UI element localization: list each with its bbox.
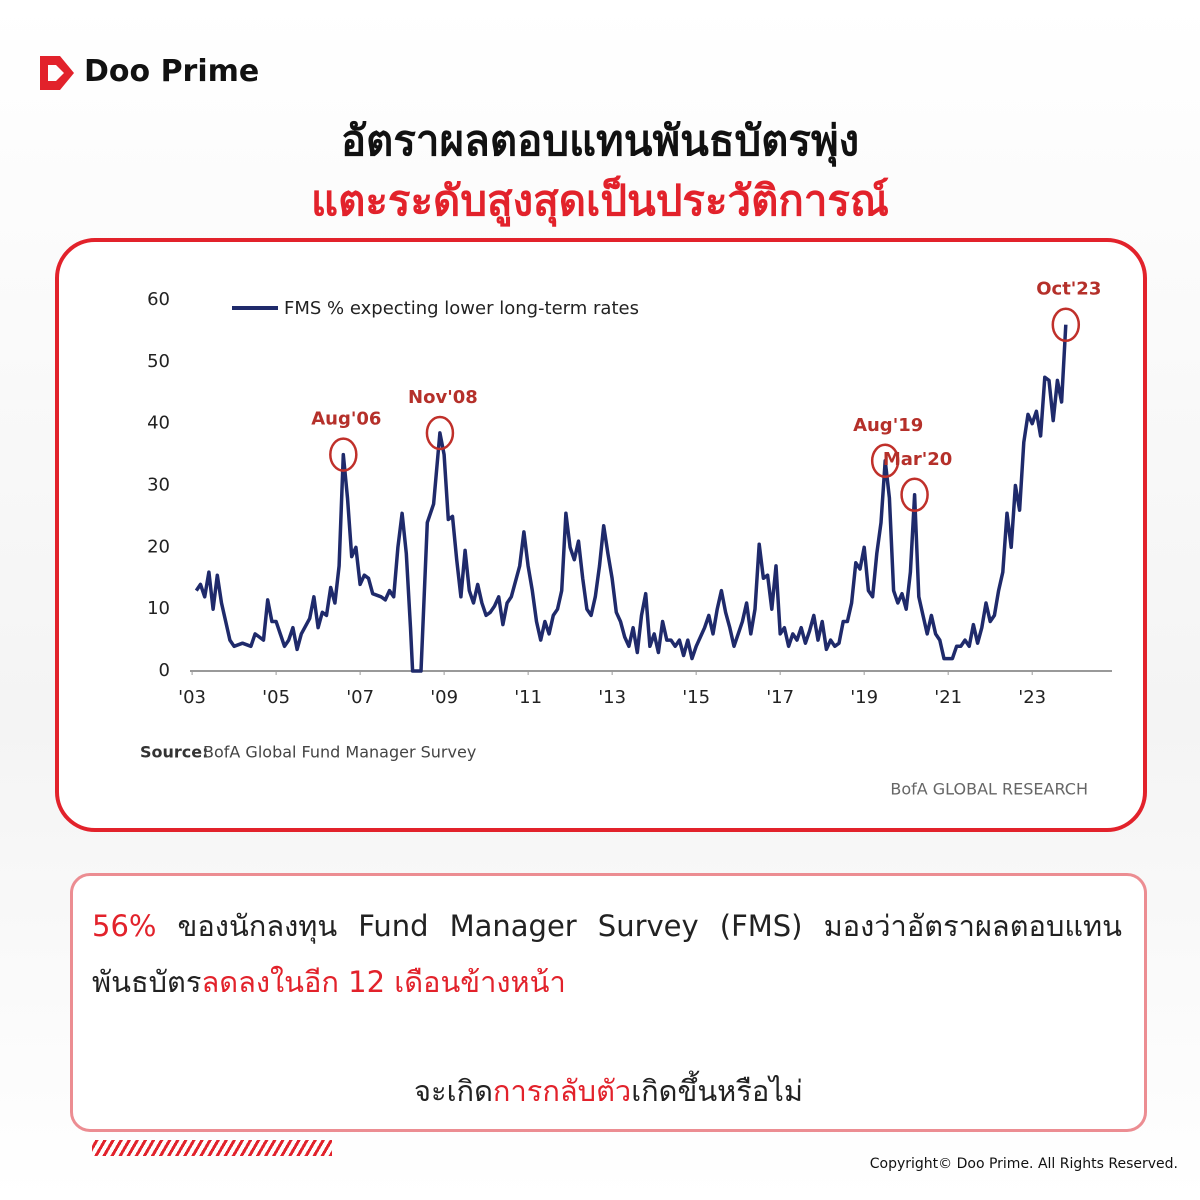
x-tick-label: '19 xyxy=(850,687,878,708)
note-box xyxy=(70,873,1147,1132)
copyright: Copyright© Doo Prime. All Rights Reserve… xyxy=(869,1156,1178,1172)
brand: Doo Prime xyxy=(84,54,260,89)
annotation-circle xyxy=(900,477,929,513)
note-body: ของนักลงทุน Fund Manager Survey (FMS) มอ… xyxy=(92,909,1122,999)
highlight: ลดลงในอีก 12 เดือนข้างหน้า xyxy=(201,965,566,999)
annotation-label: Oct'23 xyxy=(1036,279,1101,300)
question-part: จะเกิด xyxy=(414,1074,493,1108)
annotation-label: Mar'20 xyxy=(883,449,953,470)
x-tick-label: '11 xyxy=(514,687,542,708)
x-tick-label: '09 xyxy=(430,687,458,708)
note-text: 56% ของนักลงทุน Fund Manager Survey (FMS… xyxy=(92,898,1122,1010)
annotation-label: Aug'06 xyxy=(311,409,381,430)
y-tick-label: 30 xyxy=(147,475,170,496)
annotation-circle xyxy=(329,437,358,472)
headline-1: อัตราผลตอบแทนพันธบัตรพุ่ง xyxy=(340,116,860,165)
x-tick-label: '07 xyxy=(346,687,374,708)
series-line xyxy=(194,324,1068,673)
question-highlight: การกลับตัว xyxy=(492,1074,632,1108)
y-tick-label: 20 xyxy=(147,536,170,557)
y-tick-label: 50 xyxy=(147,351,170,372)
highlight: 56% xyxy=(92,909,157,943)
x-tick-label: '23 xyxy=(1018,687,1046,708)
decor-stripes xyxy=(92,1140,332,1156)
y-tick-label: 40 xyxy=(147,413,170,434)
y-tick-label: 10 xyxy=(147,598,170,619)
y-tick-label: 60 xyxy=(147,289,170,310)
question-part: เกิดขึ้นหรือไม่ xyxy=(631,1074,803,1108)
question: จะเกิดการกลับตัวเกิดขึ้นหรือไม่ xyxy=(70,1068,1147,1114)
x-tick-label: '15 xyxy=(682,687,710,708)
source: BofA Global Fund Manager Survey xyxy=(203,743,476,762)
annotation-circle xyxy=(870,443,900,479)
annotation-circle xyxy=(1051,307,1081,342)
headline-2: แตะระดับสูงสุดเป็นประวัติการณ์ xyxy=(311,176,889,225)
credit: BofA GLOBAL RESEARCH xyxy=(890,780,1088,799)
y-tick-label: 0 xyxy=(159,660,170,681)
source-label: Source: xyxy=(140,743,209,762)
annotation-label: Aug'19 xyxy=(853,415,923,436)
x-tick-label: '13 xyxy=(598,687,626,708)
x-tick-label: '17 xyxy=(766,687,794,708)
x-tick-label: '05 xyxy=(262,687,290,708)
x-tick-label: '03 xyxy=(178,687,206,708)
logo-icon xyxy=(40,56,74,90)
annotation-label: Nov'08 xyxy=(408,387,478,408)
legend-label: FMS % expecting lower long-term rates xyxy=(284,298,639,319)
annotation-circle xyxy=(425,415,455,451)
chart: 0 10 20 30 40 50 60 '03 '05 '07 '09 '11 '13 '15 '17 '19… xyxy=(140,279,1112,799)
x-tick-label: '21 xyxy=(934,687,962,708)
